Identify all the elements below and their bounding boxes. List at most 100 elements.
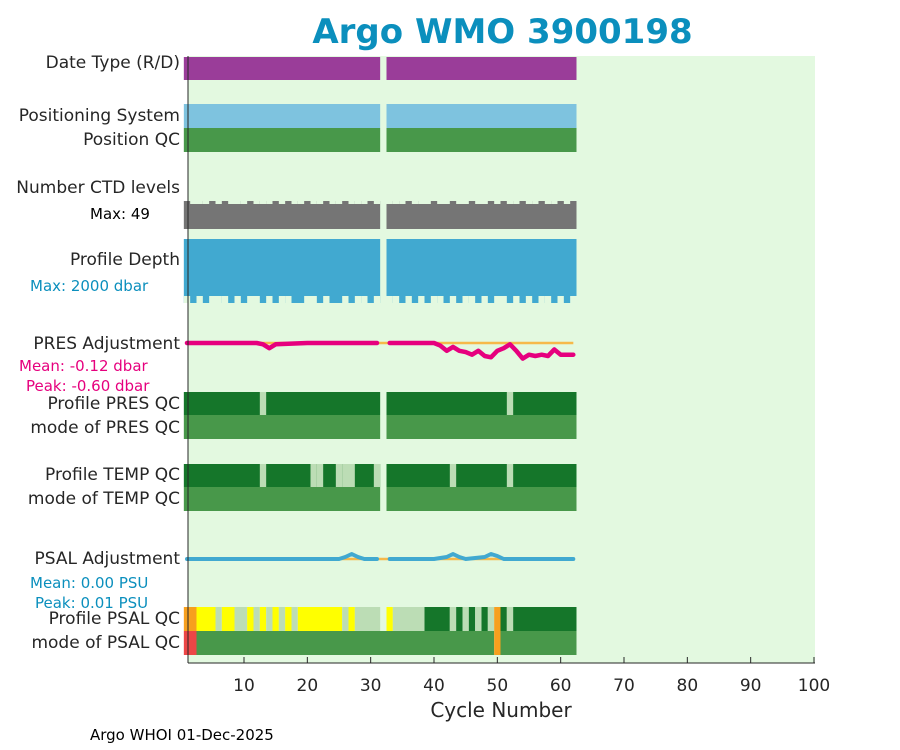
profile-psal-qc-bar (506, 607, 514, 631)
profile-psal-qc-bar (386, 607, 393, 631)
profile-temp-qc-bar-pale-cycle (449, 464, 457, 487)
profile-pres-qc-bar-pale-cycle (506, 392, 514, 415)
profile-pres-qc-bar (386, 392, 577, 415)
row-label-positioning-system: Positioning System (18, 106, 180, 126)
profile-depth-notch (570, 296, 577, 303)
profile-depth-notch (418, 296, 425, 303)
ctd-levels-bar (183, 201, 381, 229)
mode-temp-qc-bar (386, 487, 577, 511)
pres-adjustment-line (184, 340, 380, 351)
ctd-max-label: Max: 49 (90, 205, 150, 223)
ctd-levels-notch (506, 201, 514, 204)
x-tick-label: 60 (550, 676, 572, 696)
profile-temp-qc-bar-pale-cycle (310, 464, 317, 487)
profile-psal-qc-bar (221, 607, 235, 631)
profile-depth-notch (544, 296, 552, 303)
date-type-bar (386, 57, 577, 80)
ctd-levels-notch (253, 201, 260, 204)
profile-depth-notch (557, 296, 564, 303)
position-qc-bar (386, 128, 577, 152)
ctd-levels-notch (399, 201, 406, 204)
profile-psal-qc-bar (494, 607, 501, 631)
date-type-bar (183, 57, 381, 80)
x-tick-label: 80 (677, 676, 699, 696)
row-label-pres-adjustment: PRES Adjustment (33, 334, 180, 354)
psal-adjustment-line (185, 552, 379, 561)
mode-pres-qc-bar (183, 415, 381, 439)
profile-temp-qc-bar-pale-cycle (342, 464, 349, 487)
profile-psal-qc-bar (348, 607, 355, 631)
ctd-levels-notch (544, 201, 552, 204)
profile-depth-notch (221, 296, 229, 303)
ctd-levels-notch (291, 201, 298, 204)
ctd-levels-notch (266, 201, 273, 204)
profile-psal-qc-bar (475, 607, 482, 631)
ctd-levels-notch (228, 201, 235, 204)
profile-depth-notch (392, 296, 400, 303)
profile-psal-qc-bar (500, 607, 507, 631)
mode-pres-qc-bar (386, 415, 577, 439)
ctd-levels-notch (525, 201, 533, 204)
row-label-mode-psal-qc: mode of PSAL QC (31, 633, 180, 653)
ctd-levels-notch (424, 201, 431, 204)
positioning-system-bar (386, 104, 577, 128)
ctd-levels-notch (437, 201, 444, 204)
ctd-levels-notch (215, 201, 222, 204)
row-label-mode-pres-qc: mode of PRES QC (30, 418, 180, 438)
ctd-levels-notch (443, 201, 450, 204)
profile-temp-qc-bar-pale-cycle (348, 464, 355, 487)
x-axis-label: Cycle Number (430, 698, 572, 722)
profile-depth-notch (285, 296, 292, 303)
ctd-levels-notch (329, 201, 336, 204)
profile-temp-qc-bar (183, 464, 381, 487)
mode-psal-qc-bar (494, 631, 501, 655)
profile-psal-qc-bar (278, 607, 286, 631)
x-tick-label: 40 (423, 676, 445, 696)
depth-max-label: Max: 2000 dbar (30, 277, 149, 295)
profile-depth-notch (209, 296, 216, 303)
mode-temp-qc-bar (183, 487, 381, 511)
profile-depth-notch (310, 296, 317, 303)
profile-depth-notch (462, 296, 469, 303)
x-tick-label: 10 (233, 676, 255, 696)
profile-psal-qc-bar (354, 607, 381, 631)
ctd-levels-notch (202, 201, 210, 204)
profile-temp-qc-bar (386, 464, 577, 487)
x-tick-label: 20 (297, 676, 319, 696)
profile-pres-qc-bar (183, 392, 381, 415)
profile-psal-qc-bar (487, 607, 495, 631)
profile-psal-qc-bar (272, 607, 279, 631)
profile-psal-qc-bar (513, 607, 577, 631)
profile-psal-qc-bar (183, 607, 197, 631)
row-label-position-qc: Position QC (83, 130, 180, 150)
ctd-levels-bar (386, 201, 577, 229)
profile-depth-notch (196, 296, 203, 303)
profile-depth-notch (266, 296, 273, 303)
pres-peak-label: Peak: -0.60 dbar (26, 377, 150, 395)
ctd-levels-notch (348, 201, 355, 204)
row-label-profile-temp-qc: Profile TEMP QC (45, 465, 180, 485)
pres-adjustment-line (387, 340, 576, 361)
profile-depth-bar (386, 239, 577, 303)
profile-pres-qc-bar-pale-cycle (259, 392, 267, 415)
profile-depth-notch (538, 296, 545, 303)
profile-temp-qc-bar-pale-cycle (316, 464, 324, 487)
profile-depth-notch (373, 296, 381, 303)
profile-psal-qc-bar (253, 607, 260, 631)
profile-depth-notch (247, 296, 254, 303)
profile-psal-qc-bar (215, 607, 222, 631)
ctd-levels-notch (297, 201, 305, 204)
ctd-levels-notch (392, 201, 400, 204)
profile-psal-qc-bar (285, 607, 292, 631)
profile-psal-qc-bar (297, 607, 343, 631)
mode-psal-qc-bar (183, 631, 197, 655)
ctd-levels-notch (354, 201, 362, 204)
profile-depth-notch (449, 296, 457, 303)
ctd-levels-notch (234, 201, 241, 204)
row-label-profile-depth: Profile Depth (69, 250, 180, 270)
ctd-levels-notch (462, 201, 469, 204)
ctd-levels-notch (196, 201, 203, 204)
profile-depth-notch (430, 296, 438, 303)
